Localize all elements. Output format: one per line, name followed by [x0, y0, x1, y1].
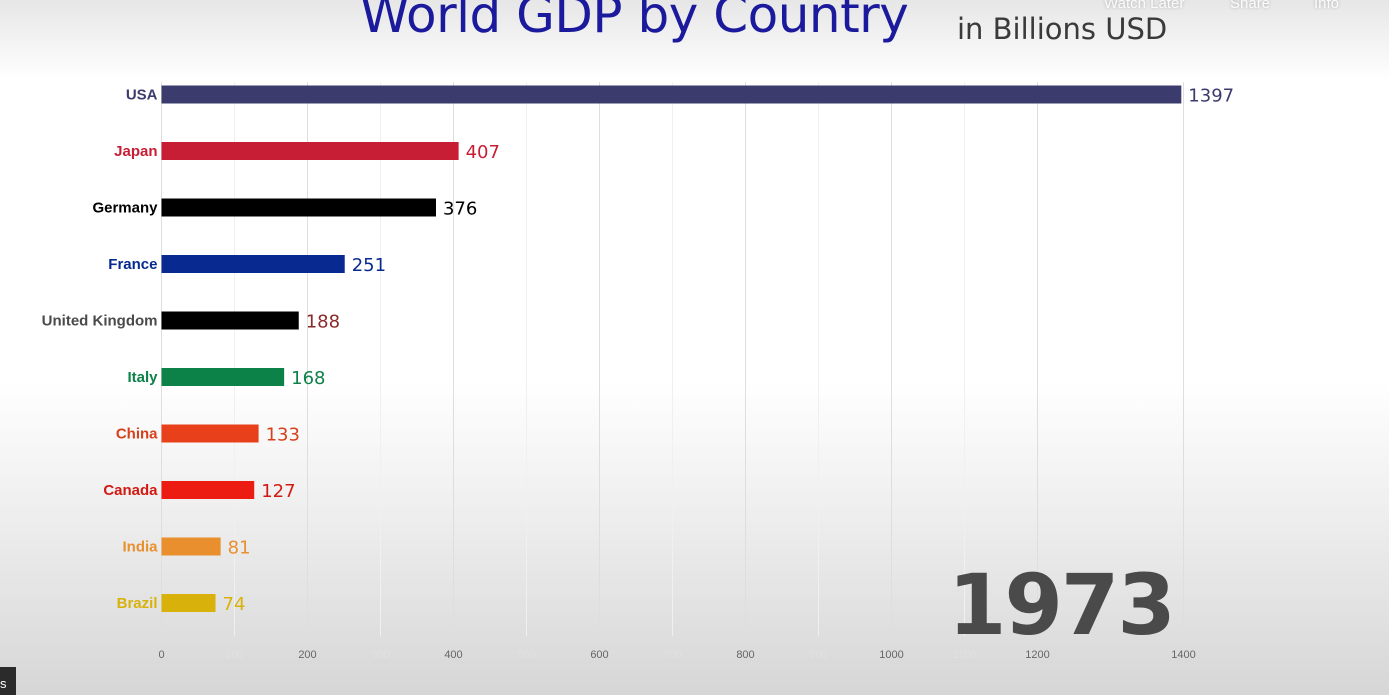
x-tick-label: 1400 [1171, 649, 1195, 661]
corner-overlay: s [0, 667, 16, 695]
x-tick-label: 400 [444, 649, 462, 661]
x-tick-label: 700 [663, 649, 681, 661]
bar-category-label: France [108, 256, 157, 273]
bar [161, 198, 436, 217]
bar-category-label: Italy [127, 369, 158, 386]
bar [161, 537, 221, 556]
bar [161, 311, 299, 330]
bar [161, 142, 459, 160]
bar-value-label: 74 [223, 594, 246, 615]
bar [161, 481, 255, 499]
bar [161, 424, 259, 443]
bar-value-label: 376 [443, 199, 477, 220]
top-shade [0, 0, 1389, 80]
bar-category-label: Brazil [117, 595, 158, 612]
bar-category-label: India [122, 539, 158, 556]
bar [161, 255, 345, 273]
bar [161, 594, 216, 612]
chart-title: World GDP by Country [360, 0, 909, 44]
bar [161, 368, 285, 386]
x-tick-label: 100 [225, 649, 243, 661]
bar-value-label: 133 [266, 425, 300, 446]
x-tick-label: 300 [371, 649, 389, 661]
x-tick-label: 500 [517, 649, 535, 661]
bar-category-label: USA [126, 87, 158, 104]
chart-subtitle: in Billions USD [957, 12, 1168, 46]
bar-value-label: 168 [291, 368, 325, 389]
bar-value-label: 1397 [1188, 86, 1234, 107]
share-button[interactable]: Share [1230, 0, 1271, 12]
x-tick-label: 1200 [1025, 649, 1049, 661]
x-tick-label: 1100 [953, 649, 977, 661]
bar-value-label: 81 [228, 538, 251, 559]
x-tick-label: 0 [158, 649, 164, 661]
bar-category-label: Germany [92, 200, 158, 217]
bar-value-label: 127 [261, 481, 295, 502]
bar-category-label: United Kingdom [42, 313, 158, 330]
x-tick-label: 900 [809, 649, 827, 661]
year-label: 1973 [948, 556, 1176, 654]
bar-category-label: Canada [103, 482, 158, 499]
bar-value-label: 407 [466, 142, 500, 163]
bar-category-label: Japan [114, 143, 157, 160]
info-button[interactable]: Info [1314, 0, 1340, 12]
bar [161, 85, 1182, 104]
bar-value-label: 188 [306, 312, 340, 333]
watch-later-button[interactable]: Watch Later [1104, 0, 1185, 12]
x-tick-label: 1000 [879, 649, 903, 661]
bar-category-label: China [116, 426, 158, 443]
x-tick-label: 600 [590, 649, 608, 661]
x-tick-label: 200 [298, 649, 316, 661]
x-tick-label: 800 [736, 649, 754, 661]
bar-value-label: 251 [352, 255, 386, 276]
